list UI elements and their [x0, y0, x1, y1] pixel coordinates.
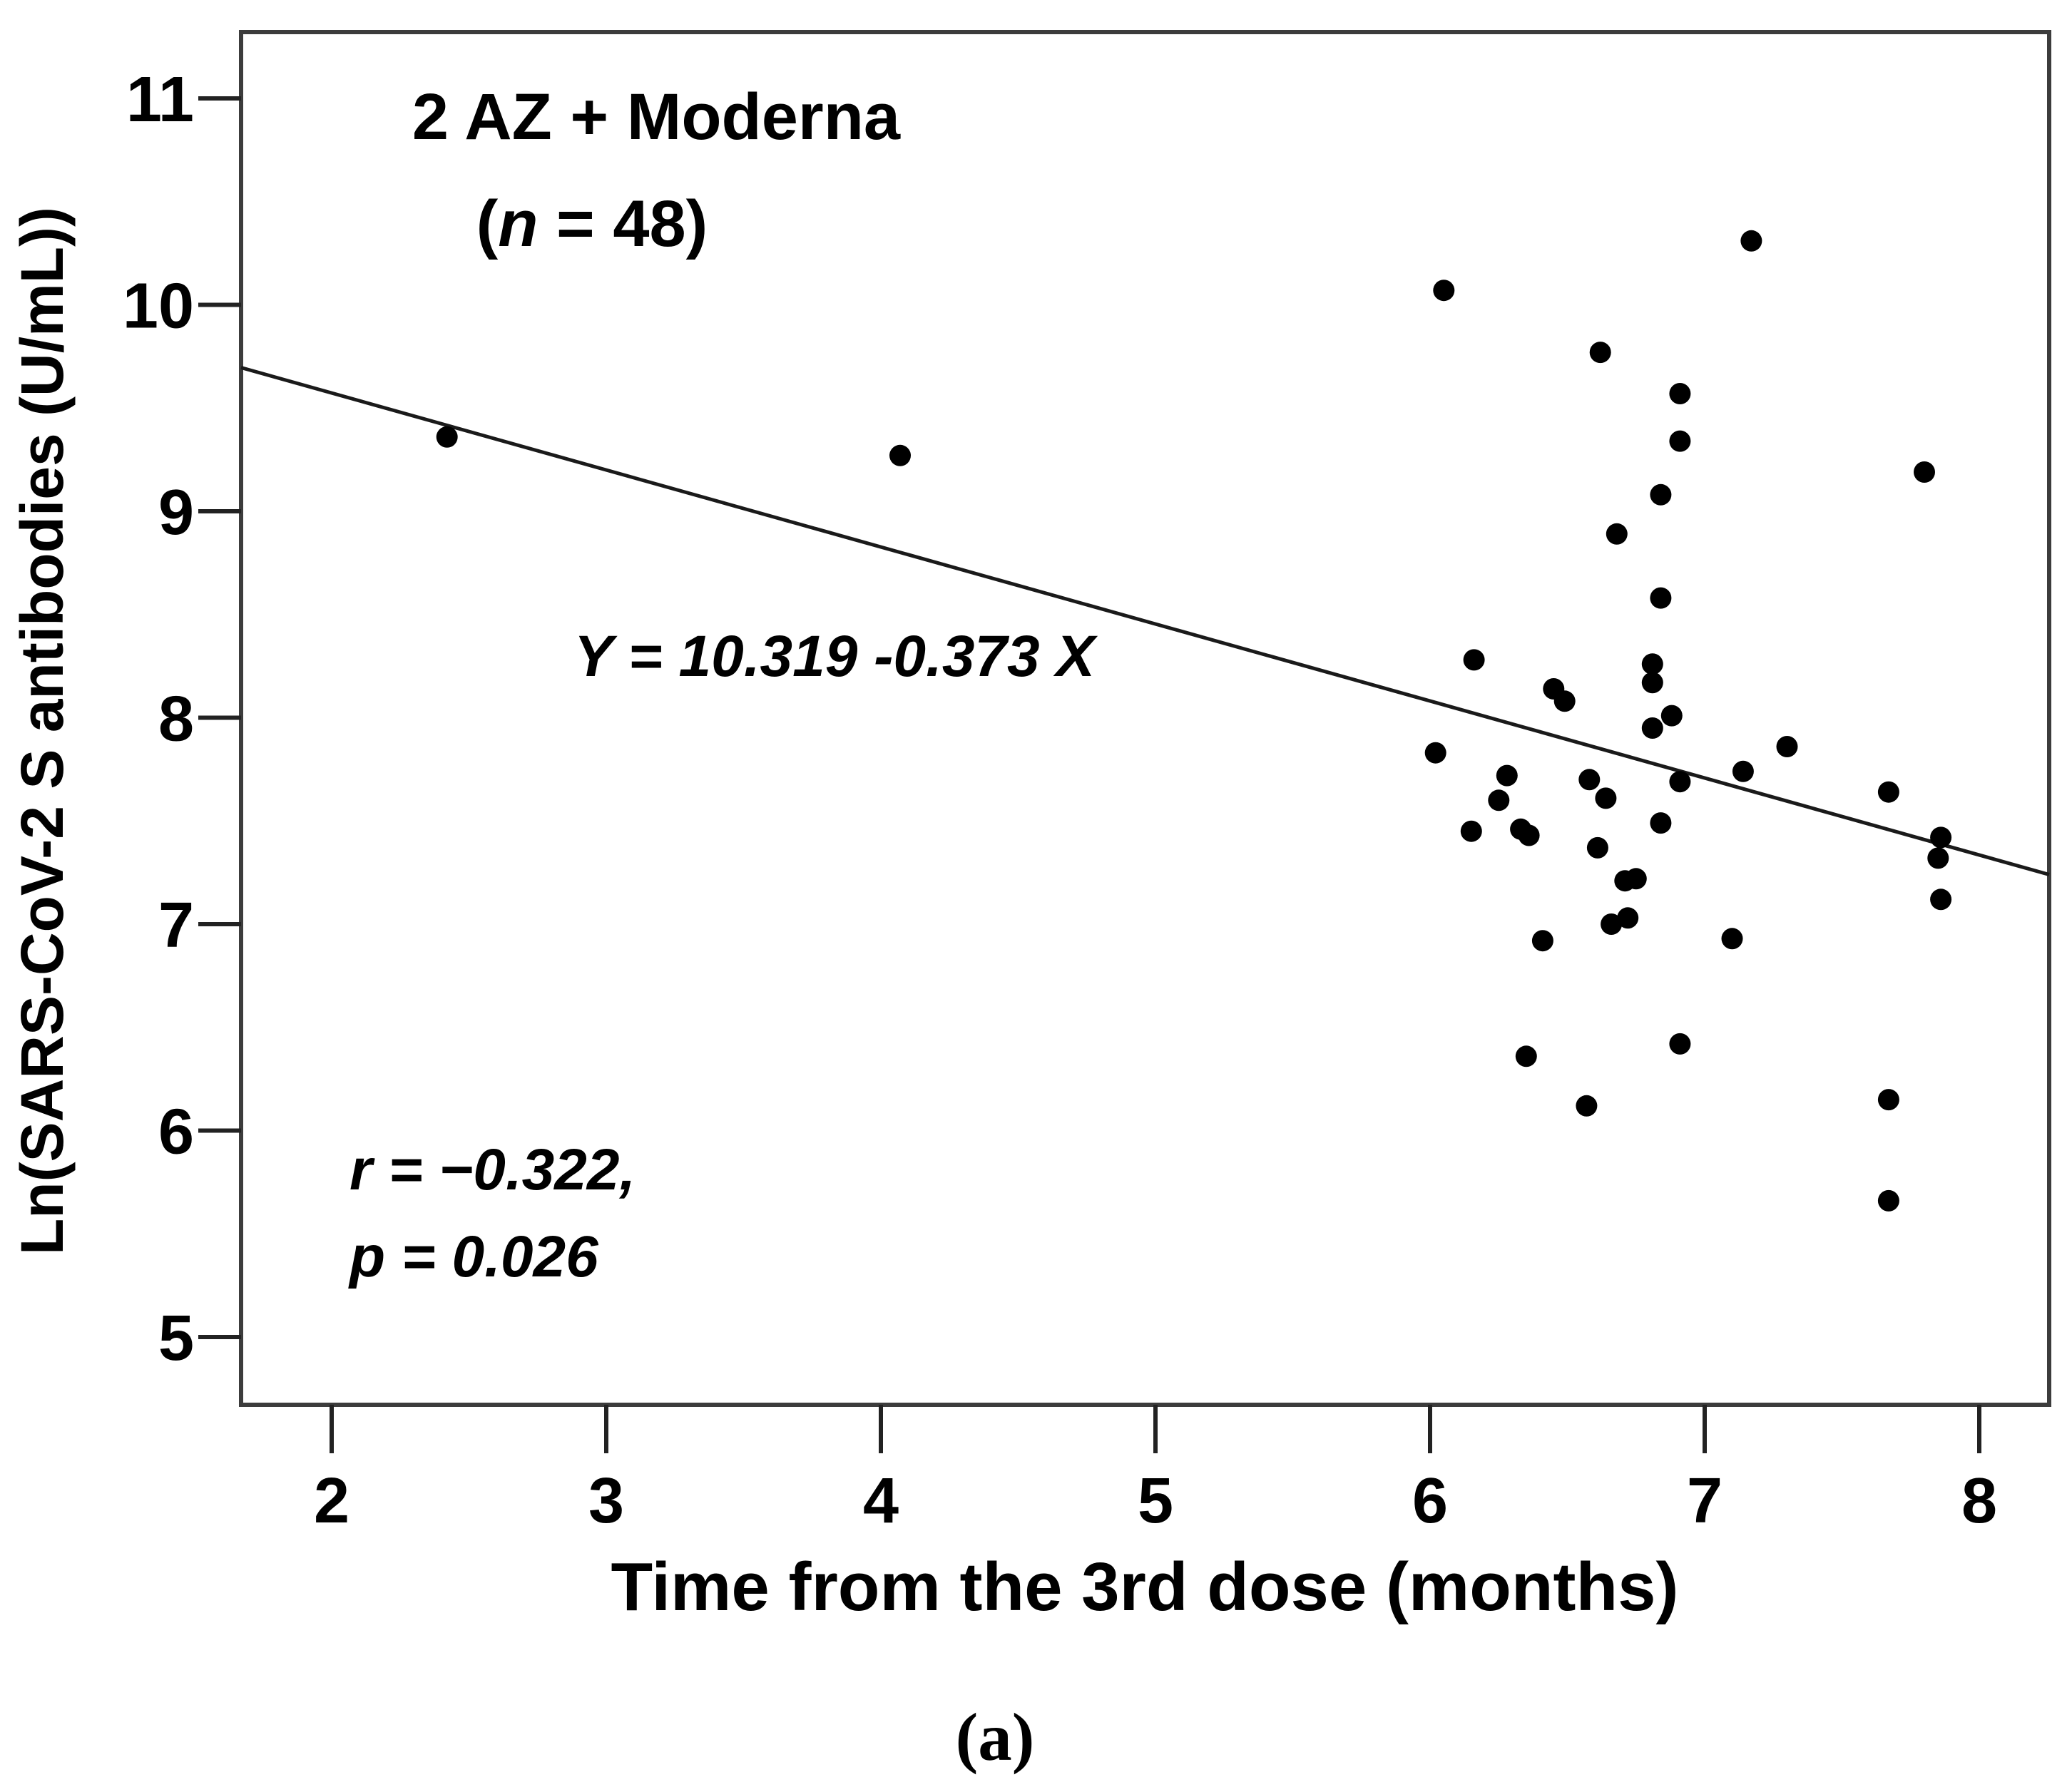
y-tick-label: 10 [123, 271, 194, 342]
data-point [1641, 717, 1663, 739]
y-tick-label: 5 [158, 1303, 194, 1374]
data-point [1460, 820, 1482, 842]
y-tick-label: 9 [158, 477, 194, 548]
x-tick-label: 2 [314, 1465, 349, 1537]
data-point [1660, 705, 1683, 727]
data-point [1576, 1095, 1598, 1117]
data-point [1740, 230, 1762, 252]
data-point [1930, 826, 1952, 849]
x-tick-label: 5 [1138, 1465, 1173, 1537]
data-point [436, 426, 458, 448]
x-tick-label: 4 [863, 1465, 899, 1537]
regression-line [240, 366, 2050, 876]
y-tick-label: 6 [158, 1097, 194, 1168]
data-point [1424, 742, 1446, 764]
data-point [1650, 812, 1672, 834]
data-point [1877, 1089, 1899, 1111]
data-point [1586, 836, 1608, 859]
data-point [1463, 649, 1485, 671]
data-point [1625, 868, 1647, 890]
data-point [1732, 760, 1754, 782]
y-tick-label: 8 [158, 684, 194, 755]
title-paren-open: ( [476, 188, 499, 260]
r-value-text: r = −0.322, [349, 1137, 636, 1202]
plot-title-line2: (n = 48) [476, 188, 708, 260]
data-point [1531, 930, 1553, 952]
p-value-text: p = 0.026 [348, 1224, 599, 1289]
data-point [1641, 672, 1663, 694]
regression-equation: Y = 10.319 -0.373 X [574, 624, 1098, 689]
data-point [1877, 1189, 1899, 1212]
data-point [1641, 653, 1663, 675]
title-n-value: = 48) [539, 188, 708, 260]
data-point [1595, 787, 1617, 809]
data-point [1589, 342, 1611, 364]
data-point [1669, 430, 1691, 452]
data-point [1877, 781, 1899, 803]
x-tick-label: 3 [588, 1465, 624, 1537]
data-point [1930, 889, 1952, 911]
data-point [1776, 736, 1798, 757]
data-point [889, 444, 911, 466]
data-point [1927, 847, 1949, 869]
chart-layer: 2 3 4 5 6 7 8 5 6 7 8 9 10 11 [123, 30, 2051, 1537]
x-axis-title: Time from the 3rd dose (months) [611, 1549, 1678, 1625]
panel-label: (a) [956, 1699, 1035, 1775]
data-point [1553, 690, 1576, 712]
y-axis-title: Ln(SARS-CoV-2 S antibodies (U/mL)) [9, 207, 76, 1255]
title-n-symbol: n [498, 188, 538, 260]
y-tick-label: 7 [158, 890, 194, 961]
data-point [1606, 523, 1628, 545]
data-point [1650, 483, 1672, 506]
data-point [1669, 771, 1691, 793]
data-point [1669, 1033, 1691, 1055]
data-point [1578, 769, 1601, 791]
data-point [1650, 587, 1672, 609]
x-tick-label: 8 [1961, 1465, 1997, 1537]
data-point [1488, 789, 1510, 811]
y-tick-label: 11 [126, 64, 194, 135]
data-point [1601, 913, 1623, 935]
data-point [1496, 764, 1518, 787]
x-tick-label: 6 [1412, 1465, 1448, 1537]
data-point [1914, 461, 1935, 483]
data-point [1669, 383, 1691, 404]
data-point [1518, 824, 1540, 846]
x-tick-label: 7 [1687, 1465, 1723, 1537]
plot-title-line1: 2 AZ + Moderna [412, 81, 901, 153]
data-point [1515, 1045, 1537, 1067]
data-point [1433, 280, 1455, 302]
data-point [1617, 907, 1639, 929]
data-point [1721, 928, 1743, 950]
